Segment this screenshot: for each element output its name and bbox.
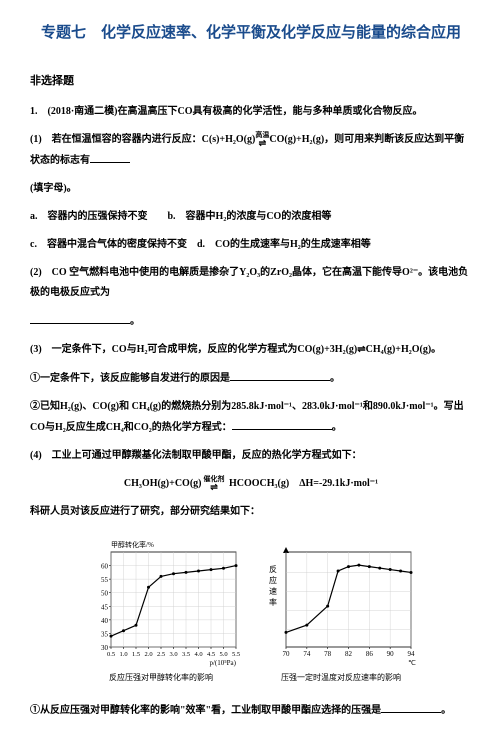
q1-part2: (2) CO 空气燃料电池中使用的电解质是掺杂了Y₂O₃的ZrO₂晶体，它在高温… — [30, 263, 472, 303]
svg-text:3.5: 3.5 — [182, 651, 190, 658]
equation-row: CH₃OH(g)+CO(g)催化剂⇌ HCOOCH₃(g) ΔH=-29.1kJ… — [30, 474, 472, 494]
svg-text:78: 78 — [324, 650, 332, 658]
period: 。 — [441, 705, 451, 716]
svg-text:40: 40 — [101, 617, 109, 625]
options-row1: a. 容器内的压强保持不变 b. 容器中H₂的浓度与CO的浓度相等 — [30, 207, 472, 227]
blank-4 — [232, 417, 332, 430]
svg-text:45: 45 — [101, 603, 109, 611]
q1-2-blank: 。 — [30, 311, 472, 332]
q1-part1: (1) 若在恒温恒容的容器内进行反应：C(s)+H₂O(g)高温⇌CO(g)+H… — [30, 130, 472, 171]
opt-d: d. CO的生成速率与H₂的生成速率相等 — [197, 239, 371, 250]
svg-text:℃: ℃ — [408, 659, 416, 667]
svg-text:应: 应 — [269, 575, 277, 585]
svg-text:70: 70 — [283, 650, 291, 658]
svg-text:5.5: 5.5 — [232, 651, 240, 658]
svg-text:4.5: 4.5 — [207, 651, 215, 658]
svg-text:甲醇转化率/%: 甲醇转化率/% — [111, 540, 154, 549]
chart1-caption: 反应压强对甲醇转化率的影响 — [81, 671, 241, 685]
q1-part4: (4) 工业上可通过甲醇羰基化法制取甲酸甲酯，反应的热化学方程式如下： — [30, 446, 472, 466]
eq-arrow: 高温⇌ — [255, 132, 269, 148]
svg-text:3.0: 3.0 — [169, 651, 177, 658]
eq-prefix: CH₃OH(g)+CO(g) — [124, 478, 202, 489]
chart2-svg: 70 74 78 82 86 90 94 反应速率 ℃ — [261, 537, 421, 667]
eq-suffix: HCOOCH₃(g) ΔH=-29.1kJ·mol⁻¹ — [227, 478, 379, 489]
svg-text:速: 速 — [269, 587, 277, 596]
svg-text:2.5: 2.5 — [157, 651, 165, 658]
q1-1-prefix: (1) 若在恒温恒容的容器内进行反应：C(s)+H₂O(g) — [30, 134, 255, 145]
q1-4-study: 科研人员对该反应进行了研究，部分研究结果如下： — [30, 502, 472, 522]
opt-a: a. 容器内的压强保持不变 — [30, 211, 148, 222]
chart2-box: 70 74 78 82 86 90 94 反应速率 ℃ 压强一定时温度对反应速率的影响 — [261, 537, 421, 685]
q1-3-2: ②已知H₂(g)、CO(g)和 CH₄(g)的燃烧热分别为285.8kJ·mol… — [30, 397, 472, 438]
svg-text:82: 82 — [345, 650, 353, 658]
period: 。 — [330, 373, 340, 384]
q1-1-tail: (填字母)。 — [30, 179, 472, 199]
q1-3-1-prefix: ①一定条件下，该反应能够自发进行的原因是 — [30, 373, 230, 384]
options-row2: c. 容器中混合气体的密度保持不变 d. CO的生成速率与H₂的生成速率相等 — [30, 235, 472, 255]
eq-arrow-cat: 催化剂⇌ — [204, 476, 225, 492]
q1-4-1-prefix: ①从反应压强对甲醇转化率的影响"效率"看，工业制取甲酸甲酯应选择的压强是 — [30, 705, 381, 716]
q1-intro: 1. (2018·南通二模)在高温高压下CO具有极高的化学活性，能与多种单质或化… — [30, 102, 472, 122]
svg-text:p/(10⁵Pa): p/(10⁵Pa) — [209, 659, 236, 667]
svg-text:1.0: 1.0 — [119, 651, 127, 658]
svg-text:2.0: 2.0 — [144, 651, 152, 658]
q1-4-1: ①从反应压强对甲醇转化率的影响"效率"看，工业制取甲酸甲酯应选择的压强是 。 — [30, 700, 472, 721]
svg-text:94: 94 — [408, 650, 416, 658]
svg-text:1.5: 1.5 — [132, 651, 140, 658]
blank-3 — [230, 368, 330, 381]
svg-text:90: 90 — [387, 650, 395, 658]
svg-text:60: 60 — [101, 562, 109, 570]
chart2-caption: 压强一定时温度对反应速率的影响 — [261, 671, 421, 685]
svg-text:4.0: 4.0 — [194, 651, 202, 658]
svg-text:率: 率 — [269, 597, 277, 607]
svg-text:反: 反 — [269, 564, 277, 574]
svg-text:86: 86 — [366, 650, 374, 658]
q1-2-prefix: (2) CO 空气燃料电池中使用的电解质是掺杂了Y₂O₃的ZrO₂晶体，它在高温… — [30, 267, 468, 298]
svg-text:74: 74 — [303, 650, 311, 658]
opt-b: b. 容器中H₂的浓度与CO的浓度相等 — [168, 211, 332, 222]
q1-3-1: ①一定条件下，该反应能够自发进行的原因是 。 — [30, 368, 472, 389]
svg-text:35: 35 — [101, 630, 109, 638]
period: 。 — [130, 316, 140, 327]
chart1-box: 303540455055600.51.01.52.02.53.03.54.04.… — [81, 537, 241, 685]
svg-text:0.5: 0.5 — [107, 651, 115, 658]
blank-2 — [30, 311, 130, 324]
svg-text:5.0: 5.0 — [219, 651, 227, 658]
blank-1 — [90, 150, 130, 163]
q1-part3: (3) 一定条件下，CO与H₂可合成甲烷，反应的化学方程式为CO(g)+3H₂(… — [30, 340, 472, 360]
svg-text:55: 55 — [101, 576, 109, 584]
section-heading: 非选择题 — [30, 72, 472, 92]
blank-5 — [381, 700, 441, 713]
period: 。 — [332, 422, 342, 433]
opt-c: c. 容器中混合气体的密度保持不变 — [30, 239, 187, 250]
charts-row: 303540455055600.51.01.52.02.53.03.54.04.… — [30, 537, 472, 685]
svg-text:50: 50 — [101, 590, 109, 598]
chart1-svg: 303540455055600.51.01.52.02.53.03.54.04.… — [81, 537, 241, 667]
page-title: 专题七 化学反应速率、化学平衡及化学反应与能量的综合应用 — [30, 20, 472, 47]
